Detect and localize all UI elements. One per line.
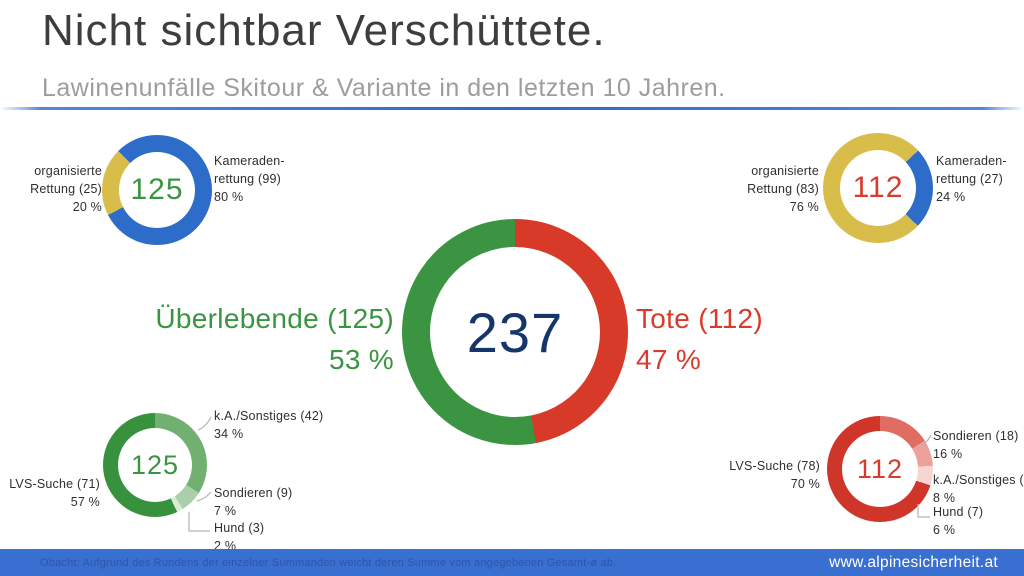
donut-survivors-rescue-type: 125: [102, 135, 212, 245]
label-lvs-suche-fatalities: LVS-Suche (78) 70 %: [729, 459, 820, 491]
label-ka-sonstiges-fatalities: k.A./Sonstiges (9) 8 %: [933, 473, 1024, 505]
donut-fatalities-rescue-type: 112: [823, 133, 933, 243]
label-tote: Tote (112) 47 %: [636, 303, 763, 375]
page-title: Nicht sichtbar Verschüttete.: [42, 6, 606, 55]
leader-line-sondieren-survivors: [196, 491, 212, 502]
label-kameradenrettung-fatalities: Kameraden- rettung (27) 24 %: [936, 154, 1007, 204]
donut-hole: 237: [430, 247, 600, 417]
footer-website-link[interactable]: www.alpinesicherheit.at: [829, 553, 998, 571]
label-ueberlebende: Überlebende (125) 53 %: [155, 303, 394, 375]
total-count: 237: [466, 300, 564, 364]
donut-survivors-search-method: 125: [103, 413, 207, 517]
header-divider: [0, 107, 1024, 110]
donut-hole: 112: [840, 150, 916, 226]
leader-line-hund-survivors: [188, 512, 210, 532]
footer-note: Obacht: Aufgrund des Rundens der einzeln…: [40, 556, 617, 569]
donut-hole: 112: [842, 431, 918, 507]
donut-total-outcome: 237: [402, 219, 628, 445]
donut-fatalities-search-method: 112: [827, 416, 933, 522]
label-organisierte-rettung-survivors: organisierte Rettung (25) 20 %: [30, 164, 102, 214]
label-hund-fatalities: Hund (7) 6 %: [933, 505, 984, 537]
donut-center-value: 112: [852, 171, 904, 204]
donut-hole: 125: [118, 428, 192, 502]
label-lvs-suche-survivors: LVS-Suche (71) 57 %: [9, 477, 100, 509]
label-organisierte-rettung-fatalities: organisierte Rettung (83) 76 %: [747, 164, 819, 214]
leader-line-ka-survivors: [197, 416, 212, 431]
donut-hole: 125: [119, 152, 195, 228]
label-sondieren-fatalities: Sondieren (18) 16 %: [933, 429, 1019, 461]
donut-center-value: 125: [130, 173, 184, 206]
label-sondieren-survivors: Sondieren (9) 7 %: [214, 486, 293, 518]
donut-center-value: 112: [856, 453, 904, 484]
donut-center-value: 125: [130, 449, 180, 480]
page-subtitle: Lawinenunfälle Skitour & Variante in den…: [42, 74, 726, 102]
footer-bar: Obacht: Aufgrund des Rundens der einzeln…: [0, 549, 1024, 576]
label-ka-sonstiges-survivors: k.A./Sonstiges (42) 34 %: [214, 409, 324, 441]
label-kameradenrettung-survivors: Kameraden- rettung (99) 80 %: [214, 154, 285, 204]
leader-line-hund-fatalities: [917, 504, 930, 518]
